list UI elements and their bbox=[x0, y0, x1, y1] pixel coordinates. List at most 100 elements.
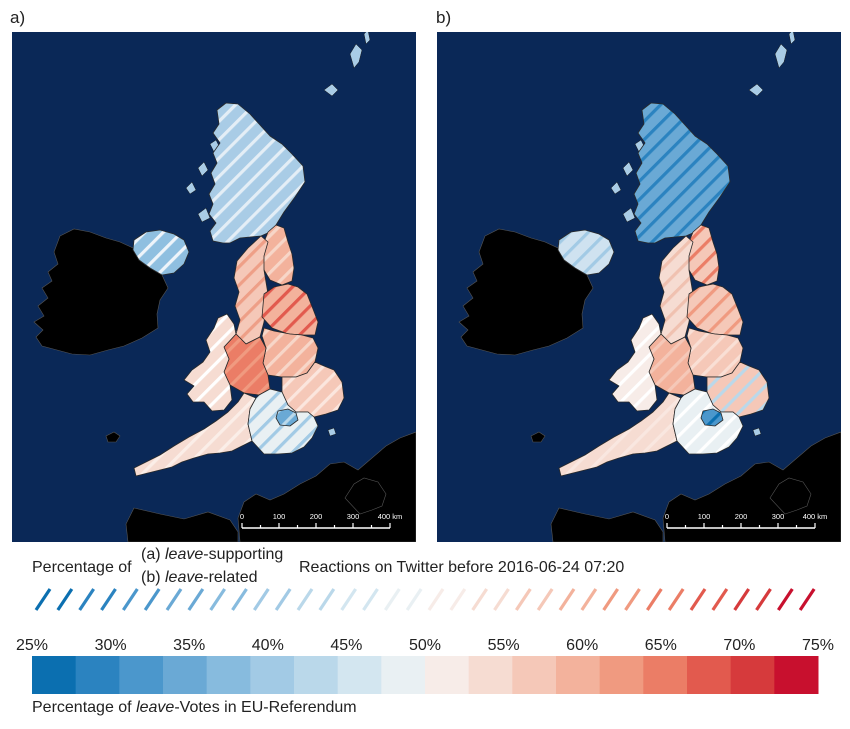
color-bar-swatch bbox=[774, 656, 819, 694]
color-bar-swatch bbox=[730, 656, 775, 694]
scale-bar-tick-label: 0 bbox=[665, 512, 669, 521]
hatch-legend-stroke bbox=[536, 588, 554, 611]
map-panel-a: 0 100 200 300 400 km bbox=[12, 32, 416, 542]
hatch-legend-stroke bbox=[755, 588, 772, 611]
island-6 bbox=[622, 207, 636, 223]
map-panel-b: 0 100 200 300 400 km bbox=[437, 32, 841, 542]
color-bar-swatch bbox=[294, 656, 339, 694]
region-wales bbox=[183, 313, 237, 412]
scale-bar-tick-label: 200 bbox=[735, 512, 748, 521]
island-8 bbox=[327, 427, 337, 437]
region-london bbox=[700, 408, 724, 427]
color-bar-swatch bbox=[468, 656, 513, 694]
hatch-legend-stroke bbox=[209, 588, 226, 611]
scale-bar-tick-label: 400 km bbox=[803, 512, 828, 521]
other-land-4 bbox=[105, 431, 121, 443]
color-bar-swatch bbox=[599, 656, 644, 694]
legend-tick-label: 35% bbox=[173, 637, 205, 654]
scale-bar: 0 100 200 300 400 km bbox=[665, 512, 828, 529]
legend-tick-label: 30% bbox=[95, 637, 127, 654]
island-2 bbox=[748, 83, 764, 97]
region-scotland bbox=[633, 102, 731, 244]
vote-caption: Percentage of leave-Votes in EU-Referend… bbox=[32, 699, 357, 716]
hatch-legend-stroke bbox=[187, 588, 205, 611]
hatch-legend-stroke bbox=[362, 588, 379, 611]
scale-bar-tick-label: 100 bbox=[698, 512, 711, 521]
panel-b-label: b) bbox=[436, 8, 452, 27]
legend-tick-label: 25% bbox=[16, 637, 48, 654]
legend-tick-label: 65% bbox=[645, 637, 677, 654]
color-legend: 25% 30% 35% 40% 45% 50% 55% 60% 65% 70% 75% bbox=[16, 588, 834, 694]
color-bar bbox=[32, 656, 819, 694]
color-bar-swatch bbox=[425, 656, 470, 694]
region-northern-ireland bbox=[132, 229, 190, 276]
island-4 bbox=[622, 161, 634, 177]
hatch-legend-stroke bbox=[733, 588, 750, 611]
region-yorkshire-and-the-humber bbox=[261, 283, 319, 336]
island-4 bbox=[197, 161, 209, 177]
hatch-legend-stroke bbox=[274, 588, 292, 611]
hatch-legend-stroke bbox=[624, 588, 641, 611]
hatch-legend-stroke bbox=[231, 588, 248, 611]
hatch-legend-stroke bbox=[78, 588, 95, 611]
color-bar-swatch bbox=[206, 656, 251, 694]
other-land-1 bbox=[662, 431, 841, 542]
hatch-legend-stroke bbox=[711, 588, 729, 611]
panel-a-label: a) bbox=[10, 8, 26, 27]
legend-tick-label: 50% bbox=[409, 637, 441, 654]
other-land-4 bbox=[530, 431, 546, 443]
hatch-legend-stroke bbox=[100, 588, 117, 611]
color-bar-swatch bbox=[75, 656, 120, 694]
hatch-legend-stroke bbox=[384, 588, 401, 611]
scale-bar-tick-label: 0 bbox=[240, 512, 244, 521]
twitter-caption-prefix: Percentage of bbox=[32, 559, 132, 576]
hatch-legend-stroke bbox=[646, 588, 663, 611]
legend-tick-label: 40% bbox=[252, 637, 284, 654]
hatch-legend-stroke bbox=[253, 588, 270, 611]
hatch-legend-stroke bbox=[34, 588, 52, 611]
color-bar-swatch bbox=[687, 656, 732, 694]
hatch-legend-stroke bbox=[405, 588, 423, 611]
legend-tick-label: 45% bbox=[330, 637, 362, 654]
hatch-legend-stroke bbox=[471, 588, 488, 611]
scale-bar-tick-label: 100 bbox=[273, 512, 286, 521]
region-north-west bbox=[233, 235, 269, 345]
island-0 bbox=[774, 43, 788, 69]
color-bar-swatch bbox=[512, 656, 557, 694]
scale-bar-tick-label: 300 bbox=[772, 512, 785, 521]
hatch-legend-stroke bbox=[689, 588, 707, 611]
other-land-3 bbox=[550, 507, 664, 542]
twitter-caption-option-a: (a) leave-supporting bbox=[141, 546, 284, 563]
region-scotland bbox=[208, 102, 306, 244]
hatch-legend-stroke bbox=[296, 588, 314, 611]
island-5 bbox=[185, 181, 197, 195]
island-6 bbox=[197, 207, 211, 223]
twitter-caption-option-b: (b) leave-related bbox=[141, 569, 258, 586]
color-bar-swatch bbox=[643, 656, 688, 694]
hatch-legend-stroke bbox=[602, 588, 619, 611]
hatch-legend-stroke bbox=[318, 588, 336, 611]
hatch-legend-stroke bbox=[777, 588, 794, 611]
hatch-legend-stroke bbox=[340, 588, 357, 611]
color-bar-swatch bbox=[32, 656, 77, 694]
hatch-legend-stroke bbox=[558, 588, 576, 611]
hatch-legend-stroke bbox=[515, 588, 532, 611]
region-london bbox=[275, 408, 299, 427]
island-1 bbox=[363, 32, 371, 45]
other-land-1 bbox=[237, 431, 416, 542]
region-northern-ireland bbox=[557, 229, 615, 276]
island-2 bbox=[323, 83, 339, 97]
hatch-legend bbox=[34, 588, 816, 611]
scale-bar: 0 100 200 300 400 km bbox=[240, 512, 402, 529]
hatch-legend-stroke bbox=[427, 588, 445, 611]
region-west-midlands bbox=[648, 333, 696, 396]
other-land-3 bbox=[125, 507, 239, 542]
twitter-caption-suffix: Reactions on Twitter before 2016-06-24 0… bbox=[299, 559, 625, 576]
region-north-west bbox=[658, 235, 694, 345]
hatch-legend-stroke bbox=[449, 588, 467, 611]
region-west-midlands bbox=[223, 333, 271, 396]
legend-tick-label: 75% bbox=[802, 637, 834, 654]
legend-tick-labels: 25% 30% 35% 40% 45% 50% 55% 60% 65% 70% 75% bbox=[16, 637, 834, 654]
island-5 bbox=[610, 181, 622, 195]
legend-tick-label: 60% bbox=[566, 637, 598, 654]
